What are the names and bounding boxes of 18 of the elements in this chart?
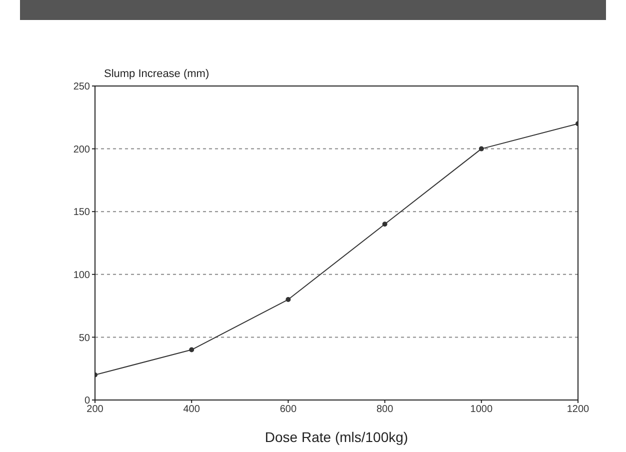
point [382,222,388,227]
y-axis-title: Slump Increase (mm) [104,68,210,80]
x-tick-label: 1000 [470,404,493,416]
y-tick-label: 100 [73,270,90,281]
x-tick-label: 400 [183,404,200,416]
x-tick-label: 800 [376,404,394,416]
x-tick-label: 600 [280,404,297,416]
y-tick-label: 150 [73,207,90,218]
x-tick-label: 200 [86,404,104,416]
line-series [95,121,578,378]
y-tick-label: 200 [73,144,90,156]
point [189,347,194,352]
x-axis-title: Dose Rate (mls/100kg) [264,429,408,445]
y-tick-label: 250 [73,82,90,93]
x-tick-label: 1200 [566,404,590,416]
y-tick-label: 50 [78,332,90,344]
point [286,297,291,302]
point [478,146,484,152]
